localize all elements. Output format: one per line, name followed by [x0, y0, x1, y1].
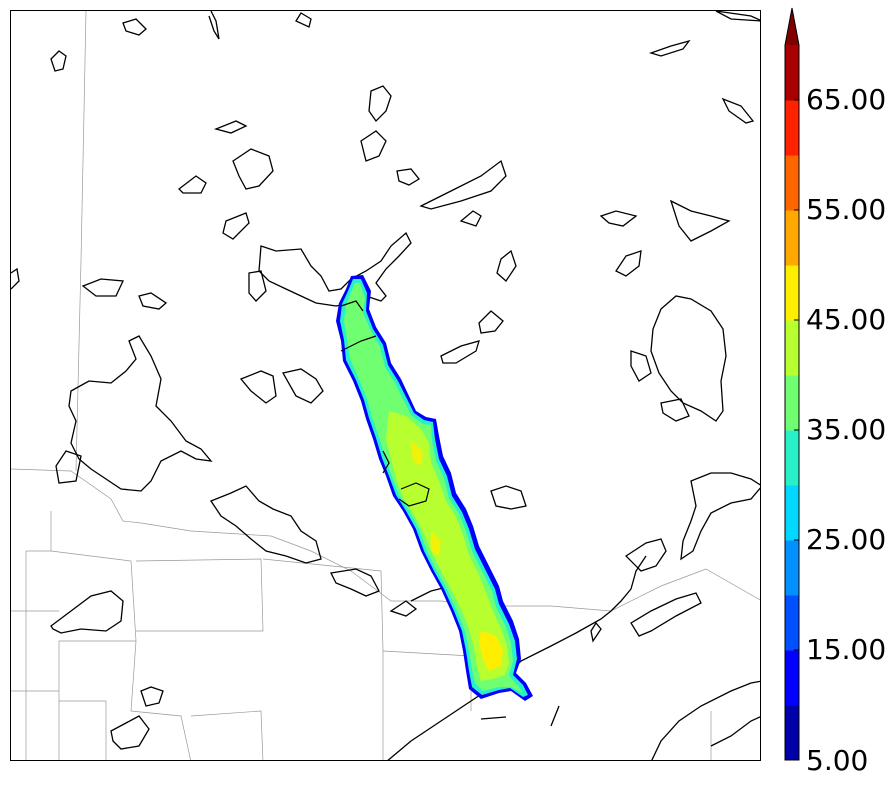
coastlines [11, 11, 760, 760]
colorbar-label-25: 25.00 [806, 523, 887, 556]
reflectivity-field [336, 275, 533, 701]
colorbar-bin [785, 485, 799, 541]
colorbar-label-45: 45.00 [806, 303, 887, 336]
map-canvas [11, 11, 760, 760]
field-peak [431, 531, 441, 556]
colorbar-label-55: 55.00 [806, 193, 887, 226]
colorbar-bin [785, 155, 799, 211]
field-peak [479, 631, 503, 671]
colorbar-label-15: 15.00 [806, 633, 887, 666]
colorbar-bin [785, 540, 799, 596]
colorbar [784, 7, 800, 761]
colorbar-bin [785, 100, 799, 156]
colorbar-label-35: 35.00 [806, 413, 887, 446]
colorbar-extend-arrow [785, 8, 799, 45]
colorbar-bin [785, 265, 799, 321]
colorbar-bin [785, 650, 799, 706]
colorbar-bin [785, 320, 799, 376]
colorbar-bin [785, 375, 799, 431]
field-peak [411, 441, 423, 466]
colorbar-bin [785, 705, 799, 761]
colorbar-bin [785, 595, 799, 651]
map-panel [10, 10, 761, 761]
colorbar-bin [785, 45, 799, 101]
colorbar-bin [785, 210, 799, 266]
political-boundaries [11, 11, 760, 760]
colorbar-label-65: 65.00 [806, 83, 887, 116]
colorbar-label-5: 5.00 [806, 744, 869, 777]
field-high [386, 411, 509, 681]
colorbar-bin [785, 430, 799, 486]
